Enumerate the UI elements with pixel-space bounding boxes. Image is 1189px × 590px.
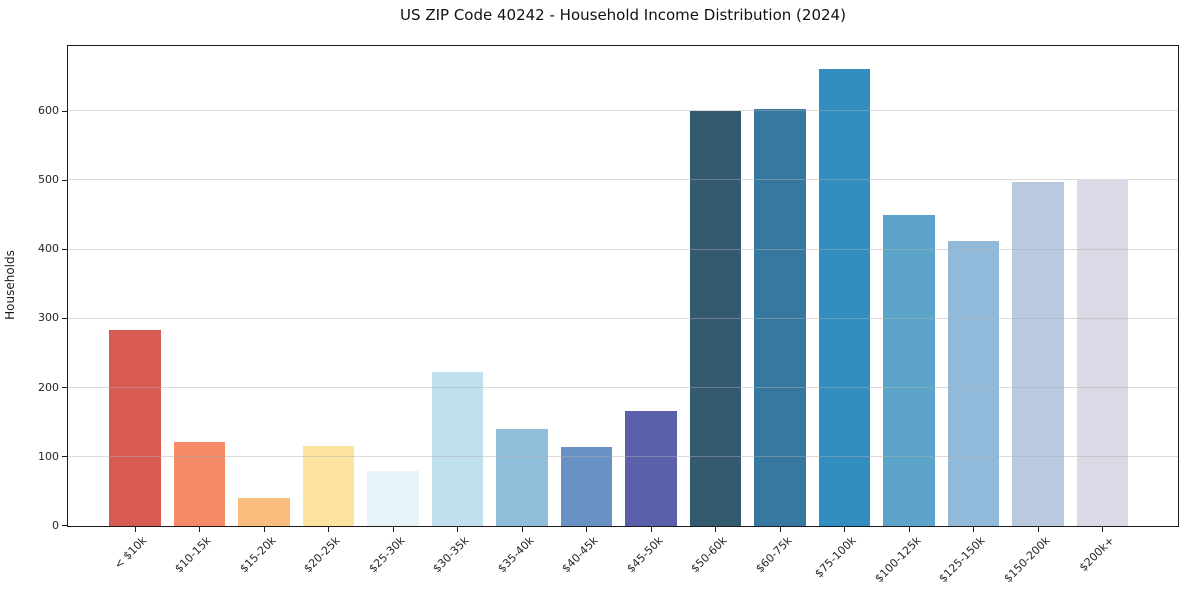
x-tick-label-text: $75-100k — [812, 534, 859, 581]
y-tick-mark — [62, 386, 67, 389]
y-tick-label: 500 — [38, 173, 59, 187]
x-tick-mark — [908, 527, 910, 532]
y-tick-mark — [62, 317, 67, 320]
bar — [367, 470, 419, 526]
x-tick-mark — [586, 527, 588, 532]
y-tick-mark — [62, 456, 67, 458]
bar — [302, 445, 355, 526]
x-tick-label-text: $35-40k — [495, 534, 537, 576]
x-tick-mark — [844, 527, 846, 532]
bar — [689, 110, 742, 526]
x-tick-label-text: < $10k — [111, 534, 150, 572]
bar — [431, 371, 484, 526]
bar — [1012, 181, 1064, 526]
y-tick-label: 100 — [38, 449, 59, 463]
x-tick-mark — [973, 527, 975, 532]
y-tick-label: 300 — [38, 311, 59, 325]
bar — [496, 428, 548, 526]
bar — [818, 69, 871, 526]
y-axis-label: Households — [3, 250, 17, 320]
chart-title: US ZIP Code 40242 - Household Income Dis… — [400, 6, 846, 24]
bar — [883, 215, 935, 526]
y-tick-mark — [62, 525, 67, 527]
x-tick-mark — [1037, 527, 1039, 532]
y-tick-mark — [62, 110, 67, 112]
bar — [754, 108, 806, 526]
y-tick-label: 200 — [38, 380, 59, 394]
x-tick-mark — [199, 527, 201, 532]
y-tick-label: 0 — [52, 518, 59, 532]
x-tick-label-text: $100-125k — [872, 534, 924, 586]
y-tick-mark — [62, 248, 67, 250]
x-tick-mark — [1102, 527, 1104, 532]
x-tick-mark — [650, 527, 652, 532]
x-tick-label-text: $60-75k — [753, 534, 795, 576]
x-tick-mark — [263, 527, 265, 532]
x-tick-label-text: $30-35k — [430, 534, 472, 576]
bar — [560, 446, 613, 526]
bar — [947, 241, 1000, 526]
x-tick-mark — [521, 527, 523, 532]
bar — [1076, 180, 1129, 526]
plot-area — [67, 45, 1179, 527]
x-tick-label-text: $40-45k — [559, 534, 601, 576]
x-tick-label-text: $50-60k — [688, 534, 730, 576]
y-tick-label: 600 — [38, 104, 59, 118]
x-tick-label-text: $15-20k — [237, 534, 279, 576]
x-tick-label-text: $20-25k — [301, 534, 343, 576]
bar — [109, 329, 161, 526]
bar — [625, 411, 677, 526]
x-tick-label-text: $125-150k — [936, 534, 988, 586]
x-tick-label-text: $25-30k — [366, 534, 408, 576]
x-tick-label-text: $150-200k — [1001, 534, 1053, 586]
x-tick-mark — [779, 527, 781, 532]
x-tick-mark — [715, 527, 717, 532]
gridline — [68, 179, 1178, 181]
y-tick-mark — [62, 179, 67, 181]
x-tick-mark — [457, 527, 459, 532]
x-tick-label-text: $45-50k — [624, 534, 666, 576]
x-tick-label-text: $200k+ — [1076, 534, 1117, 575]
x-tick-label-text: $10-15k — [172, 534, 214, 576]
x-tick-mark — [134, 527, 136, 532]
x-tick-mark — [392, 527, 394, 532]
bar — [238, 498, 290, 526]
gridline — [68, 110, 1178, 112]
y-tick-label: 400 — [38, 242, 59, 256]
bar — [173, 442, 226, 526]
x-tick-mark — [328, 527, 330, 532]
